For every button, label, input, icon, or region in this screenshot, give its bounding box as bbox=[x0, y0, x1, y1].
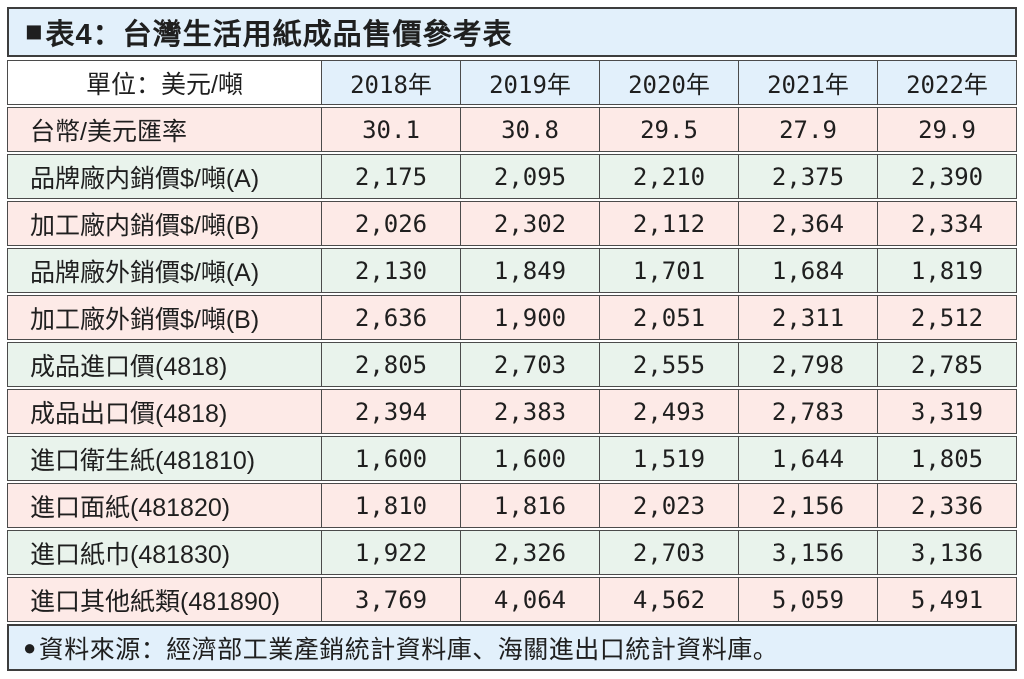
unit-label: 單位：美元/噸 bbox=[8, 61, 322, 104]
row-label: 進口衛生紙(481810) bbox=[8, 437, 322, 480]
value-cell: 2,311 bbox=[739, 296, 878, 339]
value-cell: 2,783 bbox=[739, 390, 878, 433]
value-cell: 2,326 bbox=[461, 531, 600, 574]
value-cell: 2,636 bbox=[322, 296, 461, 339]
value-cell: 3,769 bbox=[322, 578, 461, 621]
value-cell: 2,023 bbox=[600, 484, 739, 527]
row-label: 加工廠外銷價$/噸(B) bbox=[8, 296, 322, 339]
value-cell: 1,810 bbox=[322, 484, 461, 527]
value-cell: 2,336 bbox=[878, 484, 1016, 527]
value-cell: 3,319 bbox=[878, 390, 1016, 433]
value-cell: 2,383 bbox=[461, 390, 600, 433]
value-cell: 2,703 bbox=[461, 343, 600, 386]
year-header: 2018年 bbox=[322, 61, 461, 104]
row-label: 成品進口價(4818) bbox=[8, 343, 322, 386]
table-row: 加工廠外銷價$/噸(B) 2,636 1,900 2,051 2,311 2,5… bbox=[7, 295, 1017, 340]
row-label: 進口面紙(481820) bbox=[8, 484, 322, 527]
value-cell: 30.1 bbox=[322, 108, 461, 151]
row-label: 成品出口價(4818) bbox=[8, 390, 322, 433]
table-row: 進口衛生紙(481810) 1,600 1,600 1,519 1,644 1,… bbox=[7, 436, 1017, 481]
table-row: 品牌廠外銷價$/噸(A) 2,130 1,849 1,701 1,684 1,8… bbox=[7, 248, 1017, 293]
value-cell: 2,302 bbox=[461, 202, 600, 245]
table-row: 加工廠内銷價$/噸(B) 2,026 2,302 2,112 2,364 2,3… bbox=[7, 201, 1017, 246]
value-cell: 1,922 bbox=[322, 531, 461, 574]
source-note-bar: ● 資料來源：經濟部工業產銷統計資料庫、海關進出口統計資料庫。 bbox=[7, 624, 1017, 671]
table-row: 成品進口價(4818) 2,805 2,703 2,555 2,798 2,78… bbox=[7, 342, 1017, 387]
value-cell: 2,798 bbox=[739, 343, 878, 386]
value-cell: 2,375 bbox=[739, 155, 878, 198]
year-header: 2020年 bbox=[600, 61, 739, 104]
value-cell: 1,600 bbox=[461, 437, 600, 480]
value-cell: 1,900 bbox=[461, 296, 600, 339]
row-label: 進口紙巾(481830) bbox=[8, 531, 322, 574]
value-cell: 29.9 bbox=[878, 108, 1016, 151]
table-row: 進口紙巾(481830) 1,922 2,326 2,703 3,156 3,1… bbox=[7, 530, 1017, 575]
row-label: 品牌廠内銷價$/噸(A) bbox=[8, 155, 322, 198]
value-cell: 2,156 bbox=[739, 484, 878, 527]
value-cell: 1,519 bbox=[600, 437, 739, 480]
value-cell: 4,562 bbox=[600, 578, 739, 621]
table-title-bar: ■ 表4：台灣生活用紙成品售價參考表 bbox=[7, 7, 1017, 57]
value-cell: 2,555 bbox=[600, 343, 739, 386]
source-note: 資料來源：經濟部工業產銷統計資料庫、海關進出口統計資料庫。 bbox=[38, 635, 779, 664]
value-cell: 2,026 bbox=[322, 202, 461, 245]
value-cell: 2,703 bbox=[600, 531, 739, 574]
row-label: 進口其他紙類(481890) bbox=[8, 578, 322, 621]
source-bullet-icon: ● bbox=[23, 634, 37, 660]
value-cell: 2,112 bbox=[600, 202, 739, 245]
year-header: 2019年 bbox=[461, 61, 600, 104]
table-row: 台幣/美元匯率 30.1 30.8 29.5 27.9 29.9 bbox=[7, 107, 1017, 152]
table-header-row: 單位：美元/噸 2018年 2019年 2020年 2021年 2022年 bbox=[7, 60, 1017, 105]
value-cell: 1,644 bbox=[739, 437, 878, 480]
row-label: 加工廠内銷價$/噸(B) bbox=[8, 202, 322, 245]
value-cell: 2,130 bbox=[322, 249, 461, 292]
value-cell: 2,051 bbox=[600, 296, 739, 339]
value-cell: 27.9 bbox=[739, 108, 878, 151]
page-title: 表4：台灣生活用紙成品售價參考表 bbox=[45, 19, 513, 51]
value-cell: 3,156 bbox=[739, 531, 878, 574]
value-cell: 2,334 bbox=[878, 202, 1016, 245]
value-cell: 2,364 bbox=[739, 202, 878, 245]
table-row: 進口面紙(481820) 1,810 1,816 2,023 2,156 2,3… bbox=[7, 483, 1017, 528]
value-cell: 2,512 bbox=[878, 296, 1016, 339]
value-cell: 4,064 bbox=[461, 578, 600, 621]
value-cell: 2,095 bbox=[461, 155, 600, 198]
value-cell: 5,491 bbox=[878, 578, 1016, 621]
value-cell: 1,819 bbox=[878, 249, 1016, 292]
value-cell: 2,175 bbox=[322, 155, 461, 198]
year-header: 2022年 bbox=[878, 61, 1016, 104]
value-cell: 30.8 bbox=[461, 108, 600, 151]
value-cell: 3,136 bbox=[878, 531, 1016, 574]
table-row: 成品出口價(4818) 2,394 2,383 2,493 2,783 3,31… bbox=[7, 389, 1017, 434]
title-square-icon: ■ bbox=[25, 15, 44, 48]
value-cell: 2,493 bbox=[600, 390, 739, 433]
value-cell: 1,600 bbox=[322, 437, 461, 480]
value-cell: 2,394 bbox=[322, 390, 461, 433]
value-cell: 1,684 bbox=[739, 249, 878, 292]
value-cell: 5,059 bbox=[739, 578, 878, 621]
value-cell: 1,816 bbox=[461, 484, 600, 527]
row-label: 品牌廠外銷價$/噸(A) bbox=[8, 249, 322, 292]
value-cell: 2,785 bbox=[878, 343, 1016, 386]
value-cell: 29.5 bbox=[600, 108, 739, 151]
value-cell: 1,849 bbox=[461, 249, 600, 292]
table-row: 進口其他紙類(481890) 3,769 4,064 4,562 5,059 5… bbox=[7, 577, 1017, 622]
row-label: 台幣/美元匯率 bbox=[8, 108, 322, 151]
year-header: 2021年 bbox=[739, 61, 878, 104]
value-cell: 2,210 bbox=[600, 155, 739, 198]
table-row: 品牌廠内銷價$/噸(A) 2,175 2,095 2,210 2,375 2,3… bbox=[7, 154, 1017, 199]
value-cell: 2,805 bbox=[322, 343, 461, 386]
value-cell: 1,701 bbox=[600, 249, 739, 292]
value-cell: 2,390 bbox=[878, 155, 1016, 198]
value-cell: 1,805 bbox=[878, 437, 1016, 480]
